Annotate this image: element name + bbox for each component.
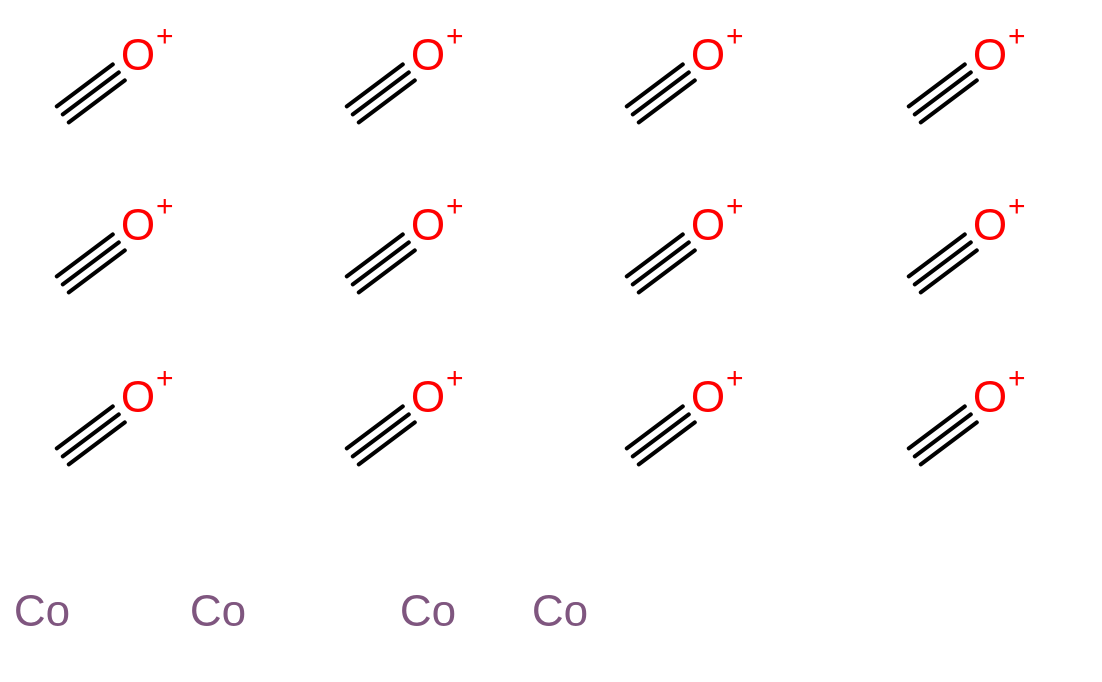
oxygen-charge-label: + (156, 362, 174, 395)
oxygen-charge-label: + (156, 20, 174, 53)
oxygen-charge-label: + (446, 20, 464, 53)
oxygen-atom-label: O (973, 201, 1007, 250)
oxygen-atom-label: O (973, 373, 1007, 422)
oxygen-atom-label: O (691, 201, 725, 250)
oxygen-atom-label: O (973, 31, 1007, 80)
oxygen-charge-label: + (1008, 190, 1026, 223)
cobalt-atom-label: Co (400, 587, 456, 636)
oxygen-atom-label: O (411, 201, 445, 250)
oxygen-atom-label: O (121, 373, 155, 422)
oxygen-charge-label: + (446, 190, 464, 223)
oxygen-charge-label: + (726, 190, 744, 223)
oxygen-charge-label: + (156, 190, 174, 223)
oxygen-atom-label: O (121, 31, 155, 80)
cobalt-atom-label: Co (532, 587, 588, 636)
oxygen-atom-label: O (691, 373, 725, 422)
oxygen-atom-label: O (691, 31, 725, 80)
oxygen-charge-label: + (726, 20, 744, 53)
molecule-diagram: O+O+O+O+O+O+O+O+O+O+O+O+CoCoCoCo (0, 0, 1102, 682)
oxygen-charge-label: + (1008, 20, 1026, 53)
oxygen-charge-label: + (726, 362, 744, 395)
oxygen-atom-label: O (411, 373, 445, 422)
oxygen-charge-label: + (446, 362, 464, 395)
oxygen-atom-label: O (411, 31, 445, 80)
oxygen-atom-label: O (121, 201, 155, 250)
oxygen-charge-label: + (1008, 362, 1026, 395)
cobalt-atom-label: Co (190, 587, 246, 636)
cobalt-atom-label: Co (14, 587, 70, 636)
